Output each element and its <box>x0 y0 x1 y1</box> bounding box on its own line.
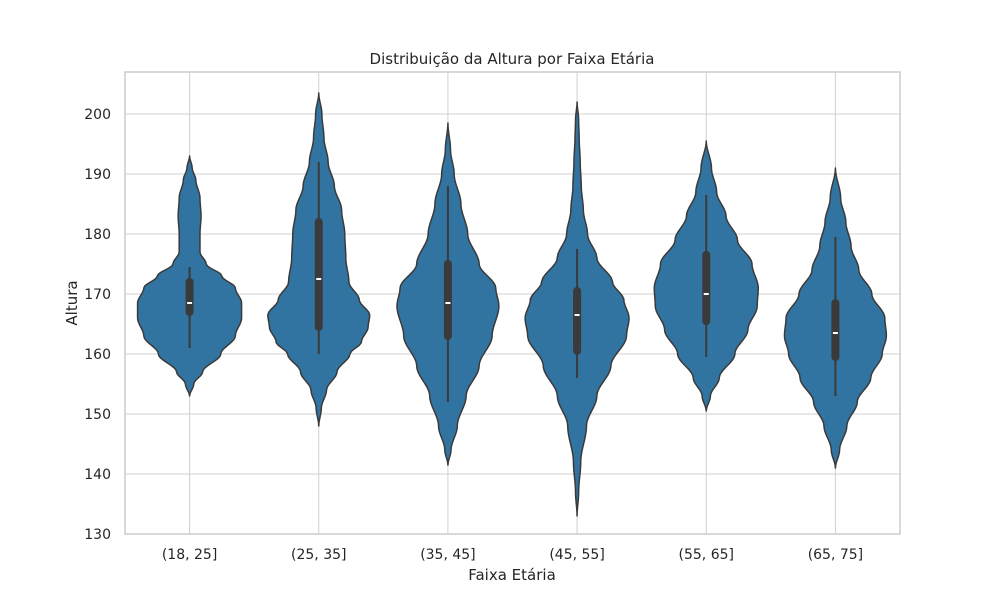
y-tick-label: 150 <box>84 407 111 423</box>
y-tick-label: 180 <box>84 227 111 243</box>
x-tick-label: (25, 35] <box>291 547 346 563</box>
x-tick-labels: (18, 25] (25, 35] (35, 45] (45, 55] (55, 65]… <box>162 547 863 563</box>
y-tick-label: 170 <box>84 287 111 303</box>
plot-frame <box>124 71 901 535</box>
x-tick-label: (55, 65] <box>679 547 734 563</box>
y-axis-label: Altura <box>63 280 81 325</box>
plot-background <box>125 72 900 534</box>
x-axis-label: Faixa Etária <box>468 566 556 584</box>
y-tick-label: 200 <box>84 107 111 123</box>
x-tick-label: (18, 25] <box>162 547 217 563</box>
y-tick-label: 140 <box>84 467 111 483</box>
x-tick-label: (35, 45] <box>420 547 475 563</box>
y-tick-label: 160 <box>84 347 111 363</box>
y-tick-label: 190 <box>84 167 111 183</box>
x-tick-label: (45, 55] <box>549 547 604 563</box>
y-tick-labels: 130 140 150 160 170 180 190 200 <box>84 107 111 543</box>
violins <box>136 92 888 517</box>
x-tick-label: (65, 75] <box>808 547 863 563</box>
chart-title: Distribuição da Altura por Faixa Etária <box>370 50 655 68</box>
y-tick-label: 130 <box>84 527 111 543</box>
